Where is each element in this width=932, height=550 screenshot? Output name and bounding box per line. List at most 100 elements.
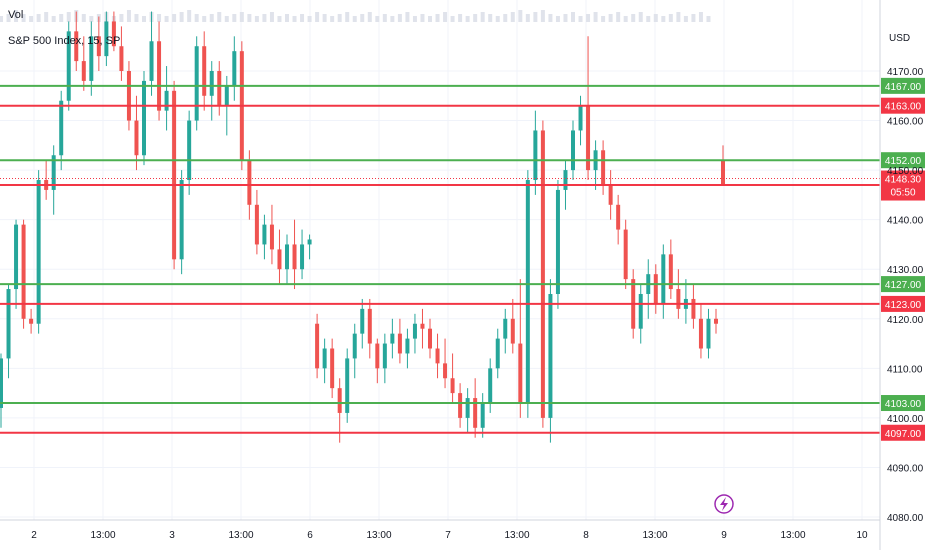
volume-bar	[179, 12, 184, 22]
lightning-icon[interactable]	[714, 494, 734, 514]
last-price-label: 4148.30	[885, 175, 922, 186]
volume-bar	[390, 16, 395, 22]
candle-body	[111, 21, 116, 47]
candle-body	[96, 36, 101, 57]
candle-body	[555, 189, 560, 294]
symbol-title[interactable]: S&P 500 Index, 15, SP	[8, 35, 121, 47]
time-axis[interactable]: 2 13:00 3 13:00 6 13:00 7 13:00 8 13:00 9 13:00 10	[0, 519, 880, 541]
candle-body	[74, 31, 79, 62]
candle-body	[721, 160, 725, 185]
volume-bar	[503, 14, 508, 22]
level-tag	[881, 152, 925, 169]
volume-bar	[533, 12, 538, 22]
candle-body	[586, 105, 591, 171]
volume-bar	[593, 12, 598, 22]
candle-body	[262, 224, 267, 245]
candle-body	[668, 254, 673, 290]
candle-body	[202, 46, 207, 96]
candle-body	[443, 363, 448, 379]
volume-bar	[608, 14, 613, 22]
volume-bar	[397, 14, 402, 22]
volume-bar	[14, 10, 19, 22]
volume-bar	[578, 16, 583, 22]
volume-bar	[586, 14, 591, 22]
candle-body	[247, 160, 252, 205]
candle-body	[405, 338, 410, 354]
candle-body	[360, 308, 365, 334]
x-tick-label: 13:00	[780, 530, 805, 541]
volume-bar	[698, 12, 703, 22]
x-tick-label: 2	[31, 530, 37, 541]
candle-body	[548, 294, 553, 418]
candle-body	[0, 358, 3, 408]
volume-bar	[269, 12, 274, 22]
x-tick-label: 8	[583, 530, 589, 541]
volume-bar	[683, 16, 688, 22]
level-tag	[881, 395, 925, 412]
candle-body	[533, 130, 538, 181]
volume-bar	[488, 14, 493, 22]
volume-bar	[616, 12, 621, 22]
y-tick-label: 4100.00	[887, 414, 924, 425]
volume-bar	[66, 12, 71, 22]
volume-bar	[300, 14, 305, 22]
volume-bar	[157, 14, 162, 22]
level-tag-label: 4167.00	[885, 82, 922, 93]
volume-bar	[473, 14, 478, 22]
candle-body	[653, 274, 658, 304]
candle-body	[525, 180, 530, 404]
level-tag	[881, 97, 925, 114]
y-tick-label: 4090.00	[887, 463, 924, 474]
volume-bar	[44, 12, 49, 22]
candle-body	[563, 170, 568, 190]
candle-body	[397, 333, 402, 354]
volume-bar	[254, 16, 259, 22]
volume-bar	[405, 12, 410, 22]
candle-body	[285, 244, 289, 270]
volume-bar	[691, 14, 696, 22]
candle-body	[119, 46, 124, 71]
volume-bar	[548, 14, 553, 22]
candle-body	[292, 244, 297, 270]
candle-body	[254, 204, 259, 245]
volume-bar	[337, 14, 342, 22]
price-axis[interactable]: 4170.00 4160.00 4150.00 4140.00 4130.00 4120.…	[879, 0, 924, 550]
candle-body	[149, 41, 154, 81]
volume-bar	[322, 14, 327, 22]
volume-bar	[360, 14, 365, 22]
candle-body	[29, 318, 34, 324]
volume-bar	[375, 16, 380, 22]
candle-body	[608, 184, 613, 205]
y-tick-label: 4080.00	[887, 513, 924, 524]
level-tag	[881, 295, 925, 312]
x-tick-label: 9	[721, 530, 727, 541]
candle-body	[14, 224, 19, 290]
candle-body	[269, 224, 274, 250]
volume-bar	[428, 16, 432, 22]
volume-bar	[277, 16, 282, 22]
volume-bar	[119, 14, 124, 22]
volume-bar	[367, 12, 372, 22]
candle-body	[209, 71, 214, 96]
candle-body	[330, 348, 335, 389]
candle-body	[518, 343, 523, 404]
y-tick-label: 4150.00	[887, 166, 924, 177]
level-tag-label: 4163.00	[885, 102, 922, 113]
volume-bar	[420, 14, 425, 22]
countdown-label: 05:50	[890, 188, 915, 199]
level-tag-label: 4152.00	[885, 156, 922, 167]
volume-bar	[450, 16, 455, 22]
candle-body	[428, 328, 432, 349]
volume-bar	[631, 14, 636, 22]
x-tick-label: 13:00	[366, 530, 391, 541]
candle-body	[300, 244, 305, 270]
volume-bar	[623, 16, 628, 22]
level-tag	[881, 276, 925, 293]
horizontal-levels: 4167.004163.004152.004147.004127.004123.…	[0, 77, 925, 441]
volume-bar	[239, 12, 244, 22]
volume-bar	[224, 16, 229, 22]
candle-body	[578, 105, 583, 131]
candle-body	[420, 323, 425, 329]
x-tick-label: 10	[856, 530, 868, 541]
